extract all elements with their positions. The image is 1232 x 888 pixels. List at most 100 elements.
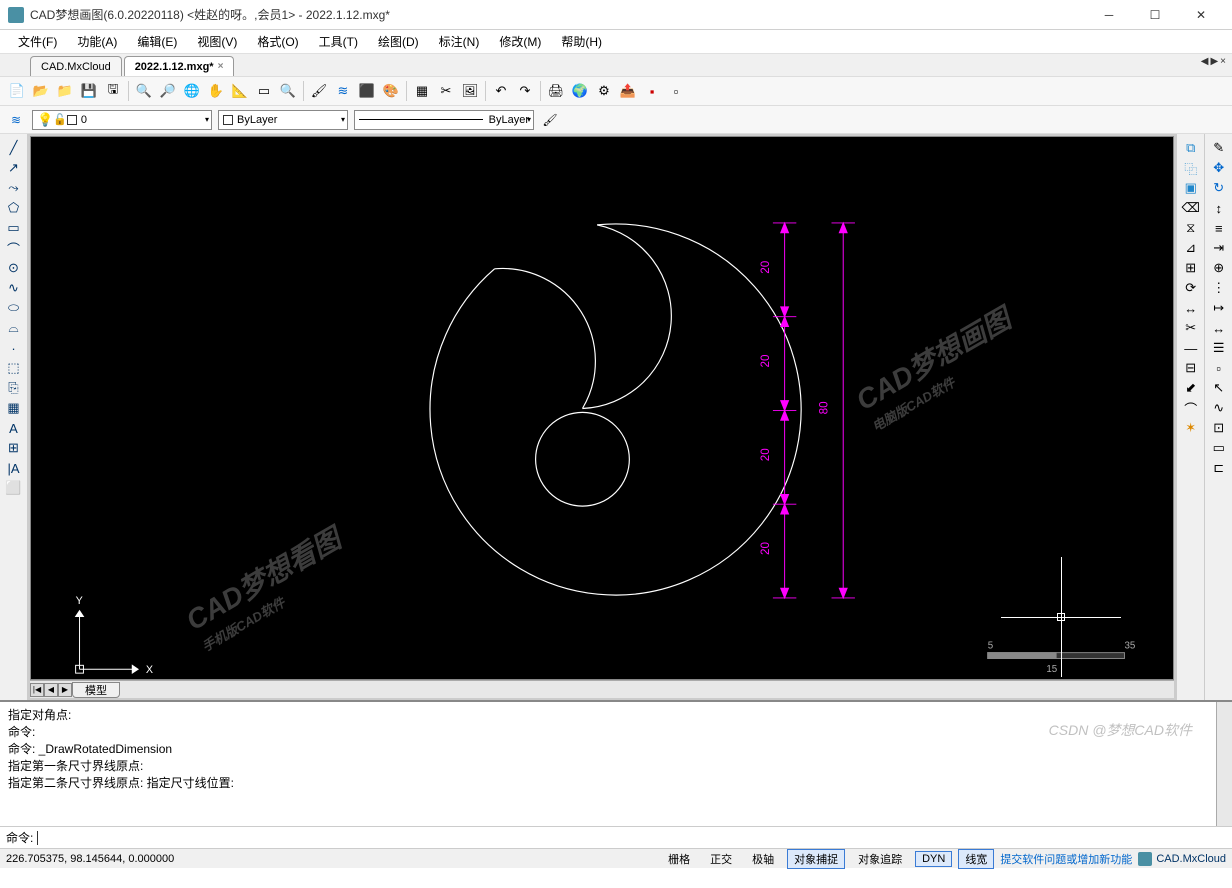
divide-icon[interactable]: ⋮: [1208, 278, 1230, 298]
ungroup-icon[interactable]: ⊏: [1208, 458, 1230, 478]
pdf-icon[interactable]: ▪: [641, 80, 663, 102]
tab-next-icon[interactable]: ▶: [1210, 56, 1218, 67]
print-icon[interactable]: 🖨: [545, 80, 567, 102]
menu-format[interactable]: 格式(O): [249, 31, 306, 52]
dim-icon[interactable]: |A: [3, 458, 25, 478]
join-icon[interactable]: ⊕: [1208, 258, 1230, 278]
pline-icon[interactable]: ⤳: [3, 178, 25, 198]
align-icon[interactable]: ≡: [1208, 218, 1230, 238]
scroll-next-icon[interactable]: ▶: [58, 683, 72, 697]
lweight-toggle[interactable]: 线宽: [958, 849, 994, 869]
ortho-toggle[interactable]: 正交: [703, 849, 739, 869]
arc-icon[interactable]: ⌒: [3, 238, 25, 258]
group-icon[interactable]: ▭: [1208, 438, 1230, 458]
settings-icon[interactable]: ⚙: [593, 80, 615, 102]
explode-icon[interactable]: ✶: [1180, 418, 1202, 438]
table-icon[interactable]: ▦: [411, 80, 433, 102]
trim-icon[interactable]: ✂: [1180, 318, 1202, 338]
menu-view[interactable]: 视图(V): [189, 31, 245, 52]
osnap-toggle[interactable]: 对象捕捉: [787, 849, 845, 869]
menu-func[interactable]: 功能(A): [69, 31, 125, 52]
brush-icon[interactable]: 🖌: [308, 80, 330, 102]
menu-modify[interactable]: 修改(M): [491, 31, 549, 52]
block-icon[interactable]: ⬚: [3, 358, 25, 378]
erase-icon[interactable]: ⌫: [1180, 198, 1202, 218]
chamfer-icon[interactable]: ⬋: [1180, 378, 1202, 398]
highlight-icon[interactable]: ⬛: [356, 80, 378, 102]
image-icon[interactable]: 🖼: [459, 80, 481, 102]
menu-help[interactable]: 帮助(H): [553, 31, 610, 52]
menu-file[interactable]: 文件(F): [10, 31, 65, 52]
scroll-prev-icon[interactable]: ◀: [44, 683, 58, 697]
paste-icon[interactable]: ⿻: [1180, 158, 1202, 178]
spline-icon[interactable]: ∿: [3, 278, 25, 298]
menu-draw[interactable]: 绘图(D): [370, 31, 427, 52]
maximize-button[interactable]: ☐: [1132, 0, 1178, 30]
rotate-icon[interactable]: ⟳: [1180, 278, 1202, 298]
field-icon[interactable]: ⊡: [1208, 418, 1230, 438]
linetype-dropdown[interactable]: ByLayer▾: [354, 110, 534, 130]
find-icon[interactable]: 🔍: [277, 80, 299, 102]
new-icon[interactable]: 📄: [6, 80, 28, 102]
props-icon[interactable]: ☰: [1208, 338, 1230, 358]
minimize-button[interactable]: ─: [1086, 0, 1132, 30]
break-icon[interactable]: ⊟: [1180, 358, 1202, 378]
layers-icon[interactable]: ≋: [332, 80, 354, 102]
globe-icon[interactable]: 🌍: [569, 80, 591, 102]
ellipse-arc-icon[interactable]: ⌓: [3, 318, 25, 338]
area-icon[interactable]: ▭: [253, 80, 275, 102]
menu-edit[interactable]: 编辑(E): [129, 31, 185, 52]
scroll-first-icon[interactable]: |◀: [30, 683, 44, 697]
measure2-icon[interactable]: ↦: [1208, 298, 1230, 318]
leader-icon[interactable]: ↖: [1208, 378, 1230, 398]
model-tab[interactable]: 模型: [72, 682, 120, 698]
cloud-icon[interactable]: ∿: [1208, 398, 1230, 418]
otrack-toggle[interactable]: 对象追踪: [851, 849, 909, 869]
matchprops-icon[interactable]: 🖌: [540, 110, 560, 130]
open2-icon[interactable]: 📁: [54, 80, 76, 102]
menu-dim[interactable]: 标注(N): [431, 31, 488, 52]
layer-manager-icon[interactable]: ≋: [6, 110, 26, 130]
insert-icon[interactable]: ⎘: [3, 378, 25, 398]
ray-icon[interactable]: ↗: [3, 158, 25, 178]
zoom-window-icon[interactable]: 🔍: [133, 80, 155, 102]
open-icon[interactable]: 📂: [30, 80, 52, 102]
copy-icon[interactable]: ⧉: [1180, 138, 1202, 158]
dist-icon[interactable]: ↔: [1208, 318, 1230, 338]
polygon-icon[interactable]: ⬠: [3, 198, 25, 218]
lengthen-icon[interactable]: ⇥: [1208, 238, 1230, 258]
clip-icon[interactable]: ▣: [1180, 178, 1202, 198]
tab-close-icon[interactable]: ×: [1220, 56, 1226, 67]
line-icon[interactable]: ╱: [3, 138, 25, 158]
grip-icon[interactable]: ▫: [1208, 358, 1230, 378]
save-icon[interactable]: 💾: [78, 80, 100, 102]
scale-icon[interactable]: ↔: [1180, 298, 1202, 318]
offset-icon[interactable]: ⊿: [1180, 238, 1202, 258]
zoom-in-icon[interactable]: 🔎: [157, 80, 179, 102]
cut-icon[interactable]: ✂: [435, 80, 457, 102]
array-icon[interactable]: ⊞: [1180, 258, 1202, 278]
hatch-icon[interactable]: ▦: [3, 398, 25, 418]
point-icon[interactable]: ·: [3, 338, 25, 358]
menu-tool[interactable]: 工具(T): [311, 31, 366, 52]
edit-icon[interactable]: ✎: [1208, 138, 1230, 158]
layer-dropdown[interactable]: 💡🔓 0▾: [32, 110, 212, 130]
circle-icon[interactable]: ⊙: [3, 258, 25, 278]
fillet-icon[interactable]: ⌒: [1180, 398, 1202, 418]
rect-icon[interactable]: ▭: [3, 218, 25, 238]
app-icon[interactable]: ▫: [665, 80, 687, 102]
polar-toggle[interactable]: 极轴: [745, 849, 781, 869]
tab-mxcloud[interactable]: CAD.MxCloud: [30, 56, 122, 76]
command-input[interactable]: [37, 831, 1226, 845]
color-dropdown[interactable]: ByLayer▾: [218, 110, 348, 130]
pan-icon[interactable]: ✋: [205, 80, 227, 102]
redo-icon[interactable]: ↷: [514, 80, 536, 102]
tab-current[interactable]: 2022.1.12.mxg*×: [124, 56, 235, 76]
cmd-scrollbar[interactable]: [1216, 702, 1232, 826]
feedback-link[interactable]: 提交软件问题或增加新功能: [1000, 851, 1132, 867]
move-icon[interactable]: ✥: [1208, 158, 1230, 178]
close-button[interactable]: ✕: [1178, 0, 1224, 30]
stretch-icon[interactable]: ↕: [1208, 198, 1230, 218]
text-icon[interactable]: A: [3, 418, 25, 438]
export-icon[interactable]: 📤: [617, 80, 639, 102]
